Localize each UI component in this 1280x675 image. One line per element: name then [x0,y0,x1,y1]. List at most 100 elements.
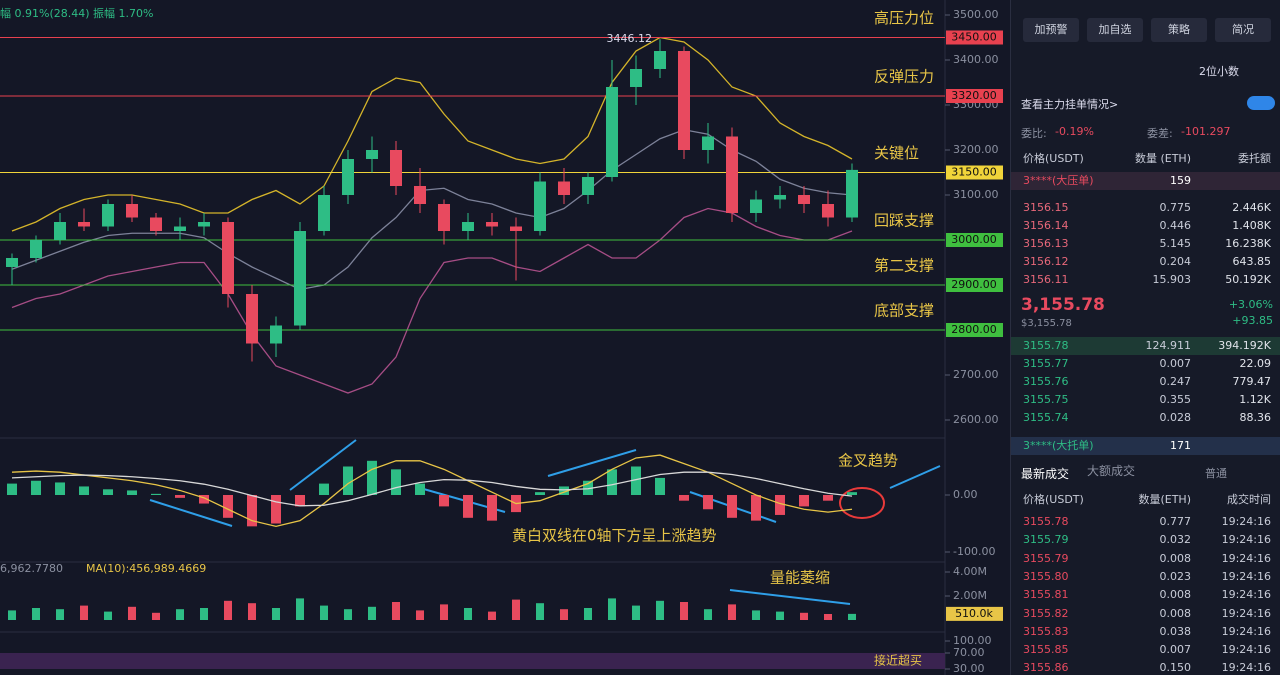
cell: 16.238K [1225,237,1271,250]
level-note: 关键位 [874,144,919,162]
cell: 成交时间 [1227,493,1271,506]
panel-button[interactable]: 简况 [1215,18,1271,42]
annotation: 接近超买 [874,653,922,668]
trade-price: 3155.79 [1023,533,1069,547]
volume-bar [200,608,208,620]
volume-bar [776,611,784,620]
volume-bar [248,603,256,620]
macd-bar [7,483,17,495]
ask-row: 3156.11 15.903 50.192K [1011,271,1280,289]
level-note: 回踩支撑 [874,212,934,230]
candle-body [270,325,282,344]
candle-body [654,51,666,69]
diff: -101.297 [1181,125,1231,138]
volume-bar [680,602,688,620]
candle-body [678,51,690,150]
bid-row: 3155.74 0.028 88.36 [1011,409,1280,427]
volume-bar [488,611,496,620]
candle-body [102,204,114,227]
candle-body [222,222,234,294]
trade-header: 价格(USDT) 数量(ETH) 成交时间 [1011,491,1280,509]
bid-row: 3155.77 0.007 22.09 [1011,355,1280,373]
trade-time: 19:24:16 [1221,569,1271,583]
volume-bar [632,605,640,620]
last-chg: +93.85 [1232,314,1273,327]
panel-button[interactable]: 加预警 [1023,18,1079,42]
panel-button[interactable]: 策略 [1151,18,1207,42]
tab: 大额成交 [1087,464,1136,478]
cell: 22.09 [1239,357,1272,370]
ratio-label: 委比: [1021,127,1047,140]
trade-row: 3155.79 0.008 19:24:16 [1011,550,1280,568]
trade-qty: 0.032 [1159,533,1192,547]
macd-bar [367,460,377,495]
cell: 779.47 [1232,375,1272,388]
cell: 3156.11 [1023,273,1069,286]
cell: 0.775 [1159,201,1192,214]
trade-price: 3155.82 [1023,606,1069,620]
trade-time: 19:24:16 [1221,533,1271,547]
tab[interactable]: 最新成交 [1021,467,1070,481]
cell: 3156.13 [1023,237,1069,250]
macd-bar [535,492,545,495]
cell: 0.204 [1159,255,1192,268]
bid-row: 3155.78 124.911 394.192K [1011,337,1280,355]
cell: 价格(USDT) [1023,152,1084,165]
volume-bar [8,610,16,620]
candle-body [6,258,18,267]
ratio: -0.19% [1055,125,1094,138]
macd-bar [175,495,185,498]
big-ask: 3****(大压单) 159 [1011,172,1280,190]
level-badge [946,233,1003,247]
trade-qty: 0.777 [1159,515,1192,528]
trade-time: 19:24:16 [1221,551,1271,565]
arrow [889,465,941,489]
trade-row: 3155.83 0.038 19:24:16 [1011,623,1280,641]
trade-row: 3155.85 0.007 19:24:16 [1011,641,1280,659]
trade-qty: 0.038 [1159,624,1192,638]
volume-bar [560,609,568,620]
macd-dea [11,471,853,507]
trade-row: 3155.78 0.777 19:24:16 [1011,513,1280,531]
chart: 幅 0.91%(28.44) 振幅 1.70% 6,962.7780 MA(10… [0,0,1003,675]
y-tick-label: 3500.00 [953,8,999,21]
panel-button[interactable]: 加自选 [1087,18,1143,42]
trade-qty: 0.023 [1159,569,1192,583]
macd-bar [823,495,833,501]
level-label: 2800.00 [951,323,997,336]
cell: 394.192K [1218,339,1271,352]
candle-body [750,199,762,213]
volume-bar [104,611,112,620]
macd-bar [583,480,593,495]
y-tick-label: 3100.00 [953,188,999,201]
y-tick-label: 100.00 [953,634,992,647]
candle-body [198,222,210,227]
arrow [729,589,851,605]
volume-bar [368,606,376,620]
trade-row: 3155.81 0.008 19:24:16 [1011,586,1280,604]
trade-time: 19:24:16 [1221,643,1271,657]
volume-bar [440,604,448,620]
macd-bar [271,495,281,524]
arrow [547,449,637,477]
macd-bar [223,495,233,518]
candle-body [30,240,42,258]
macd-bar [151,493,161,495]
level-label: 2900.00 [951,278,997,291]
trade-time: 19:24:16 [1221,661,1271,675]
big-ask-qty: 159 [1170,174,1191,187]
level-badge [946,165,1003,180]
macd-bar [31,480,41,495]
cell: 1.12K [1239,393,1271,406]
volume-bar [608,598,616,620]
y-tick-label: 4.00M [953,565,987,578]
macd-bar [751,495,761,521]
volume-bar [728,604,736,620]
level-badge [946,323,1003,337]
level-note: 反弹压力 [874,68,934,86]
level-label: 3320.00 [951,89,997,102]
macd-bar [703,495,713,510]
candle-body [366,150,378,159]
cell: 数量(ETH) [1138,493,1191,506]
macd-bar [655,477,665,495]
